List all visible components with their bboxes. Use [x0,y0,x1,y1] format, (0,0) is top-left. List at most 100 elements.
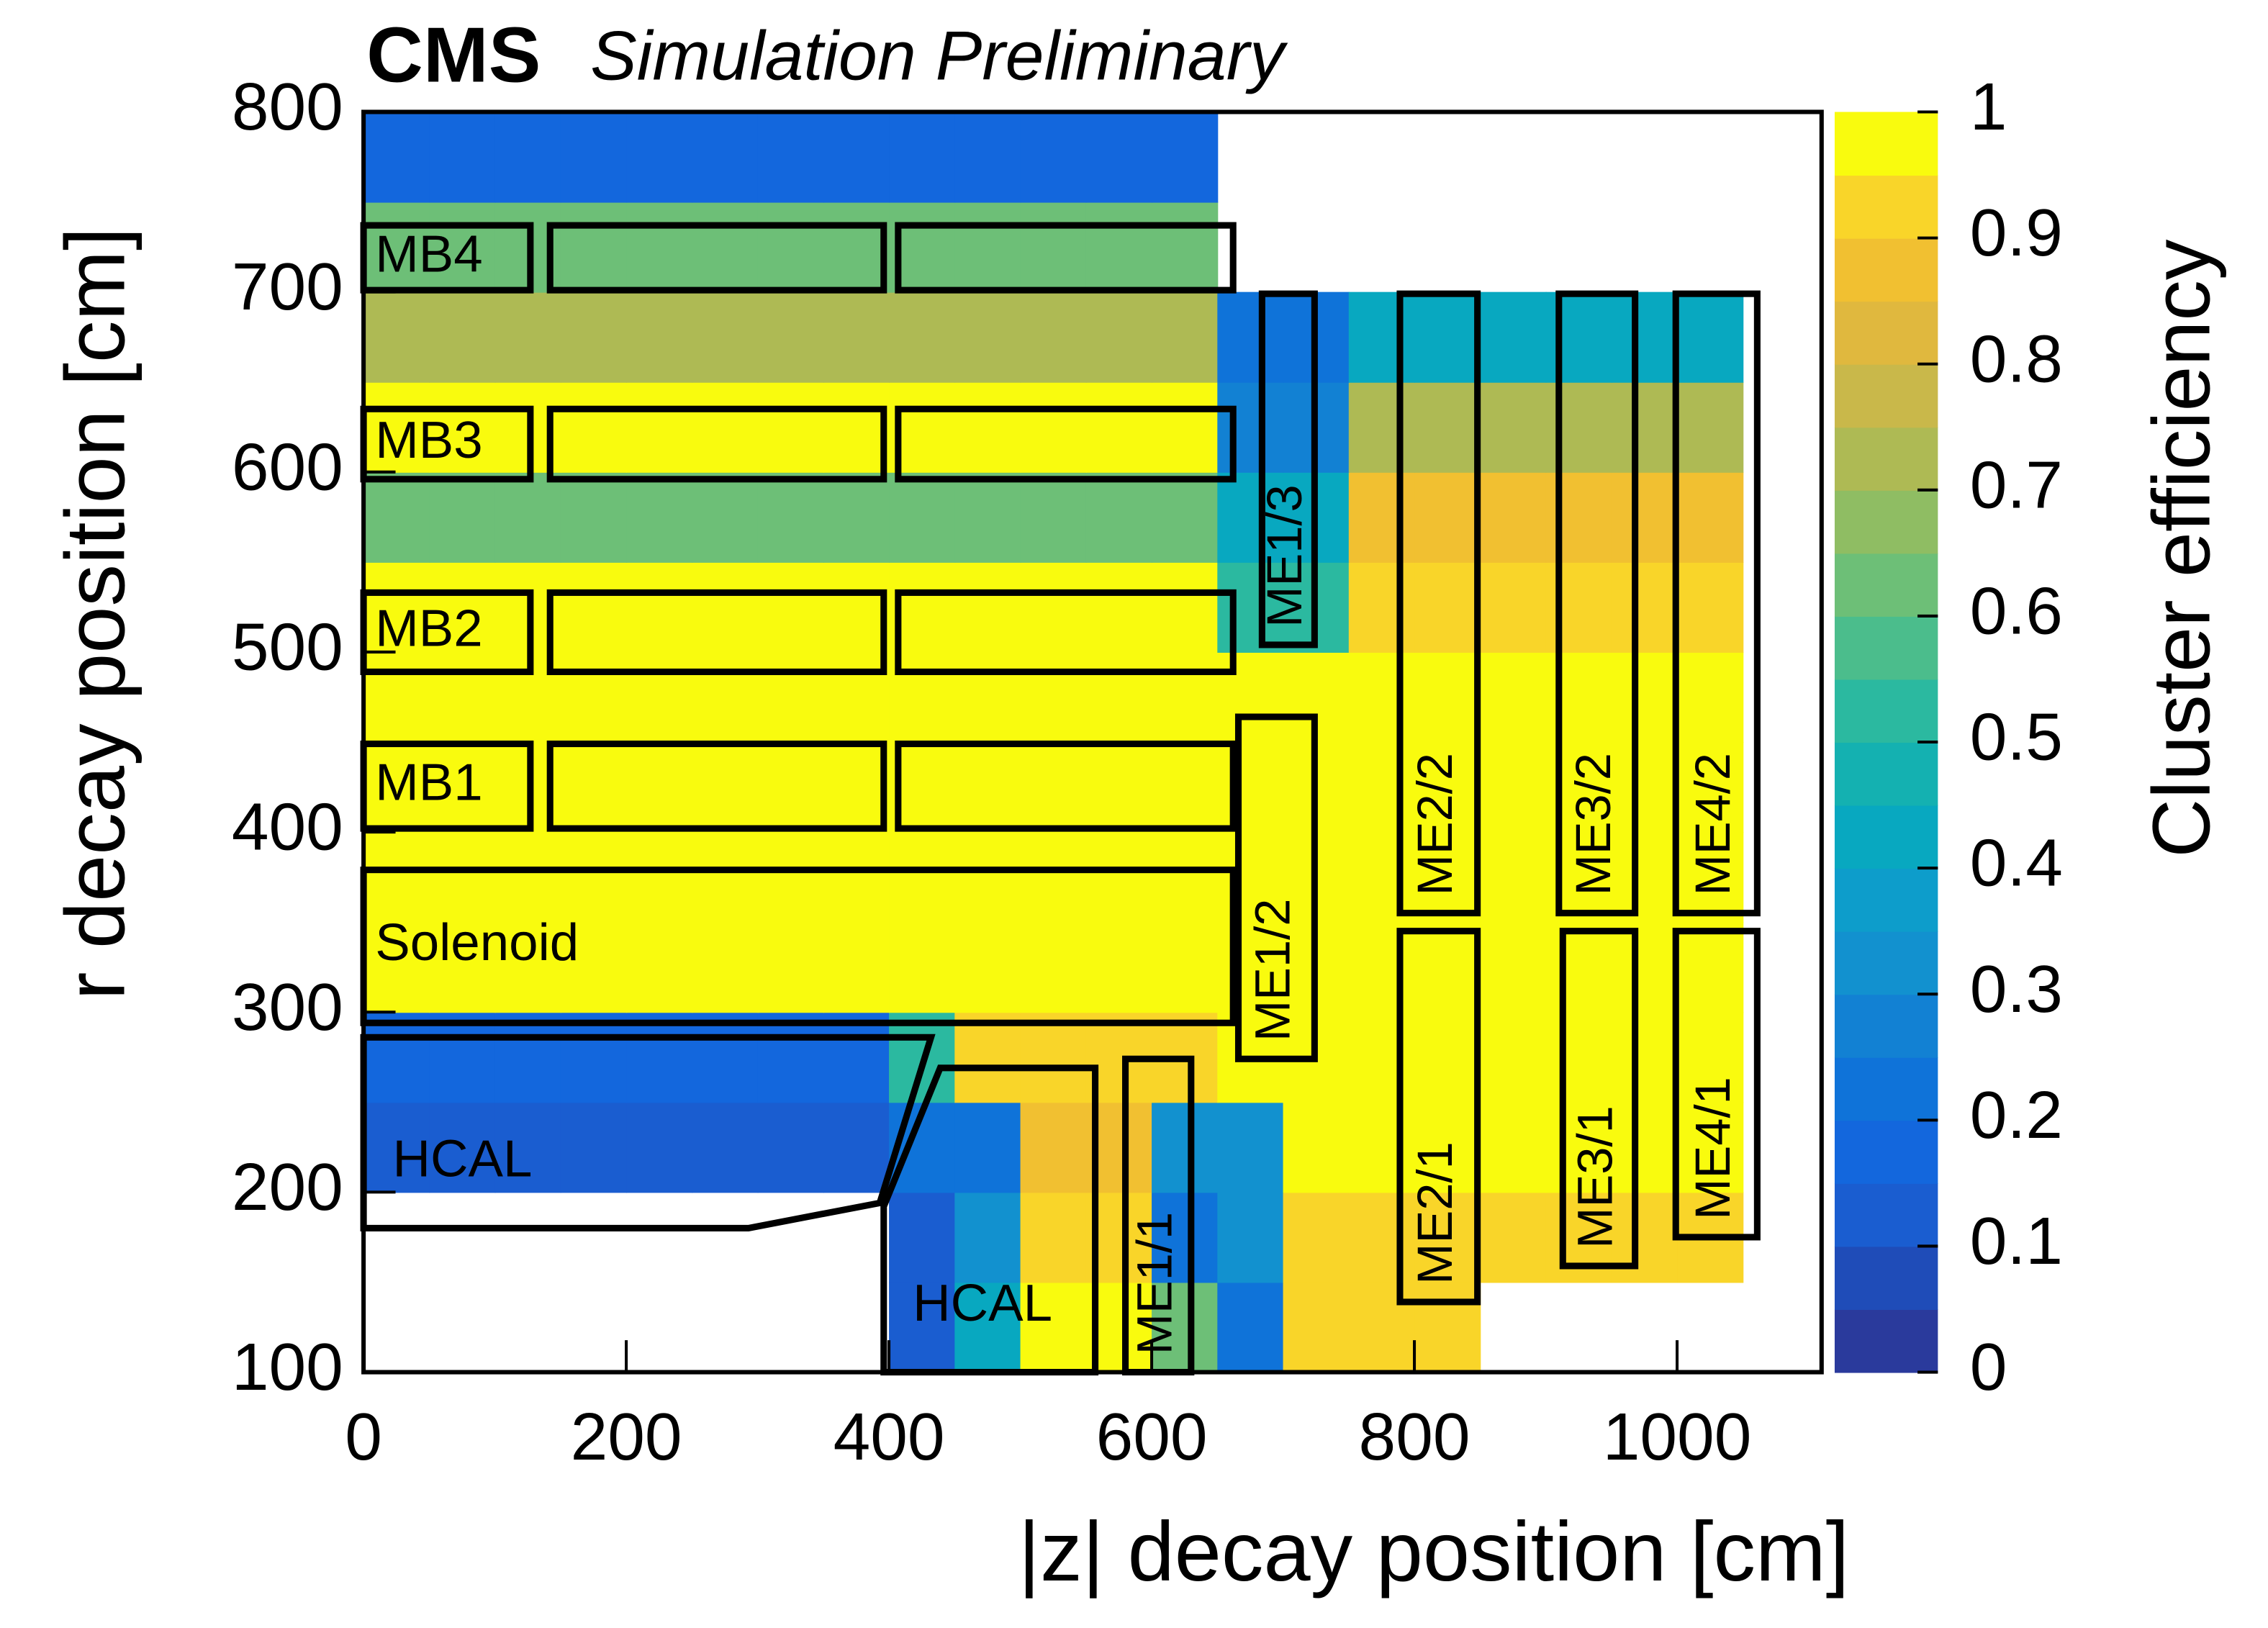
heatmap-cell [757,202,824,293]
heatmap-cell [494,291,561,383]
heatmap-cell [1414,651,1481,743]
heatmap-cell [692,1102,759,1193]
heatmap-cell [757,651,824,743]
region-label: ME1/1 [1126,1212,1182,1355]
heatmap-cell [692,651,759,743]
region-label: Solenoid [375,913,579,972]
detector-region [546,740,887,832]
heatmap-cell [1414,1012,1481,1103]
x-tick-label: 1000 [1603,1399,1752,1474]
heatmap-cell [692,1012,759,1103]
heatmap-cell [1152,1192,1219,1283]
heatmap-cell [1020,561,1087,653]
heatmap-cell [823,1012,890,1103]
heatmap-cell [1480,381,1547,473]
colorbar-tick-label: 0.1 [1970,1203,2063,1278]
heatmap-cell [363,1012,430,1103]
colorbar-tick-label: 0.7 [1970,447,2063,522]
heatmap-cell [1414,832,1481,923]
colorbar-band [1834,175,1938,239]
heatmap-cell [1480,651,1547,743]
heatmap-cell [1020,1282,1087,1373]
region-label: MB2 [375,600,482,658]
heatmap-cell [1414,1282,1481,1373]
heatmap-cell [1217,1282,1284,1373]
detector-region [1396,290,1481,917]
plot-frame [361,109,1824,1375]
heatmap-cell [1152,1282,1219,1373]
heatmap-cell [1020,202,1087,293]
detector-region [895,589,1237,676]
colorbar-band [1834,1120,1938,1184]
heatmap-cell [1217,471,1284,563]
heatmap-cell [626,832,693,923]
heatmap-cell [1217,922,1284,1013]
colorbar-tick-label: 0.8 [1970,321,2063,396]
heatmap-cell [1020,922,1087,1013]
colorbar-band [1834,363,1938,428]
colorbar-band [1834,1246,1938,1311]
heatmap-cell [823,1102,890,1193]
heatmap-cell [1677,291,1744,383]
heatmap-cell [494,1012,561,1103]
detector-region [1555,290,1639,917]
heatmap-cell [1348,832,1416,923]
heatmap-cell [429,112,496,203]
heatmap-cell [560,471,628,563]
heatmap-cell [954,1282,1021,1373]
heatmap-cell [626,471,693,563]
heatmap-cell [889,291,956,383]
heatmap-cell [1480,742,1547,833]
heatmap-cell [1348,1282,1416,1373]
heatmap-cell [1152,651,1219,743]
heatmap-cell [1020,651,1087,743]
heatmap-cell [1414,922,1481,1013]
heatmap-cell [1152,922,1219,1013]
heatmap-cell [1217,742,1284,833]
heatmap-cell [889,832,956,923]
region-label: MB3 [375,411,482,469]
heatmap-cell [1611,471,1679,563]
region-label: ME4/2 [1685,753,1740,895]
heatmap-cell [1611,651,1679,743]
heatmap-cell [1480,1102,1547,1193]
heatmap-cell [889,112,956,203]
heatmap-cell [954,742,1021,833]
heatmap-cell [1677,1012,1744,1103]
heatmap-cell [1480,832,1547,923]
heatmap-cell [626,1012,693,1103]
detector-region [546,405,887,483]
heatmap-cell [823,561,890,653]
heatmap-cell [1085,832,1153,923]
heatmap-cell [429,922,496,1013]
detector-region [546,222,887,294]
heatmap-cell [1152,561,1219,653]
heatmap-cell [692,561,759,653]
heatmap-cell [1414,1102,1481,1193]
heatmap-cell [889,922,956,1013]
heatmap-cell [560,202,628,293]
heatmap-cell [560,381,628,473]
colorbar-band [1834,1057,1938,1121]
colorbar-tick-label: 0 [1970,1329,2007,1404]
heatmap-cell [823,742,890,833]
heatmap-cell [1677,922,1744,1013]
heatmap-cell [757,112,824,203]
heatmap-cell [363,651,430,743]
colorbar-band [1834,553,1938,617]
heatmap-cell [1020,112,1087,203]
heatmap-cell [757,1102,824,1193]
detector-region [1396,928,1481,1306]
heatmap-cell [560,112,628,203]
y-tick-label: 400 [232,790,343,864]
region-label: ME4/1 [1685,1077,1740,1219]
heatmap-cell [363,291,430,383]
region-label: ME1/2 [1245,899,1301,1041]
colorbar-band [1834,615,1938,680]
detector-region [1258,290,1318,648]
heatmap-cell [1480,922,1547,1013]
heatmap-cell [1480,561,1547,653]
heatmap-cell [889,471,956,563]
y-tick-label: 100 [232,1329,343,1404]
heatmap-cell [494,922,561,1013]
